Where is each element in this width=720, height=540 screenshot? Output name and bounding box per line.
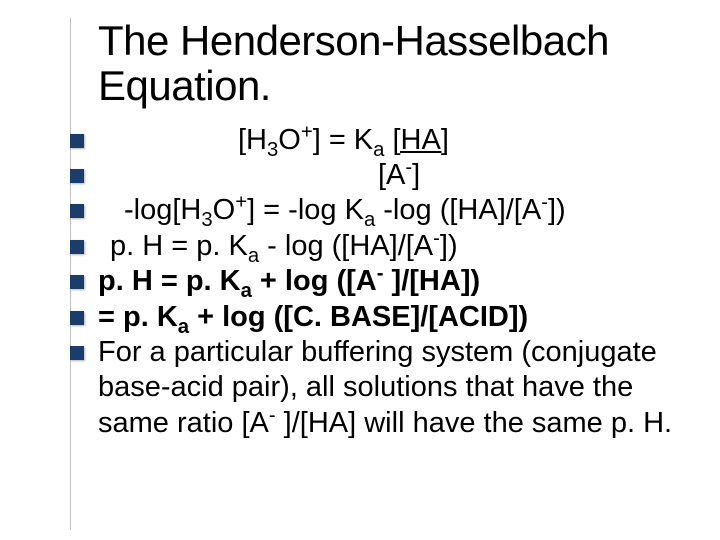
slide-container: The Henderson-Hasselbach Equation. [H3O+… [0, 0, 720, 540]
bullet-marker-icon [70, 134, 84, 148]
bullet-item-4: p. H = p. Ka - log ([HA]/[A-]) [70, 229, 690, 264]
bullet-item-3: -log[H3O+] = -log Ka -log ([HA]/[A-]) [70, 193, 690, 228]
bullet-marker-icon [70, 169, 84, 183]
bullet-item-5: p. H = p. Ka + log ([A- ]/[HA]) [70, 264, 690, 299]
bullet-marker-icon [70, 275, 84, 289]
bullet-marker-icon [70, 311, 84, 325]
bullet-item-2: [A-] [70, 158, 690, 193]
slide-title: The Henderson-Hasselbach Equation. [98, 18, 690, 109]
bullet-marker-icon [70, 204, 84, 218]
bullet-item-7: For a particular buffering system (conju… [70, 335, 690, 441]
bullet-text-5: p. H = p. Ka + log ([A- ]/[HA]) [98, 264, 690, 299]
bullet-text-6: = p. Ka + log ([C. BASE]/[ACID]) [98, 300, 690, 335]
bullet-marker-icon [70, 346, 84, 360]
bullet-text-2: [A-] [98, 158, 690, 193]
bullet-text-1: [H3O+] = Ka [HA] [98, 123, 690, 158]
bullet-text-4: p. H = p. Ka - log ([HA]/[A-]) [98, 229, 690, 264]
bullet-text-7: For a particular buffering system (conju… [98, 335, 690, 441]
bullet-list: [H3O+] = Ka [HA] [A-] -log[H3O+] = -log … [70, 123, 690, 441]
bullet-marker-icon [70, 240, 84, 254]
bullet-item-1: [H3O+] = Ka [HA] [70, 123, 690, 158]
bullet-text-3: -log[H3O+] = -log Ka -log ([HA]/[A-]) [98, 193, 690, 228]
bullet-item-6: = p. Ka + log ([C. BASE]/[ACID]) [70, 300, 690, 335]
